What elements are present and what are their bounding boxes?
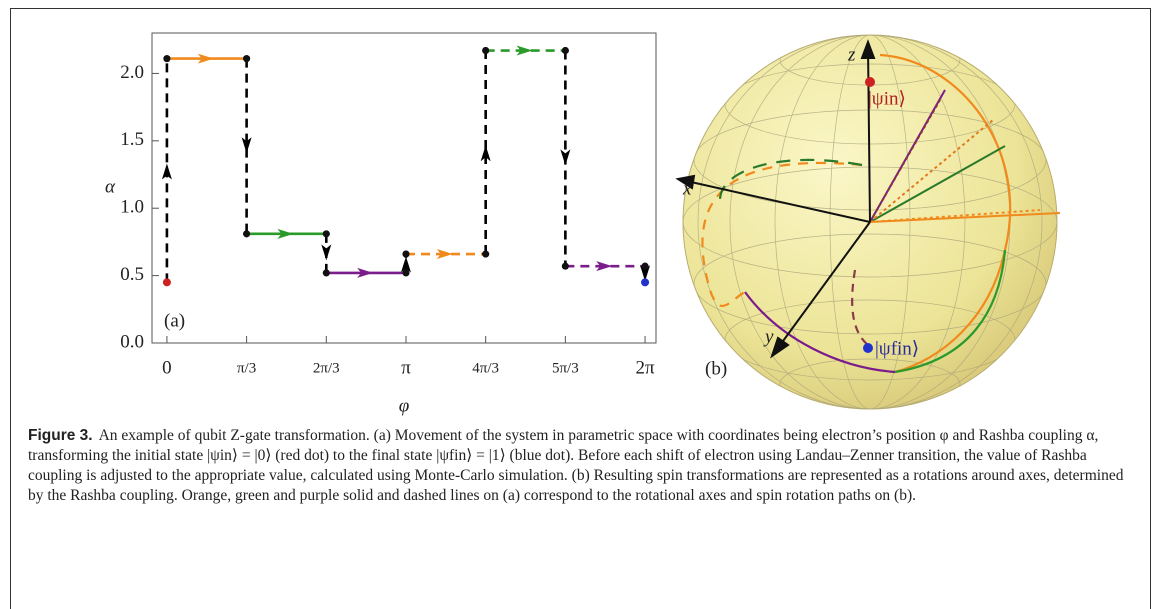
vertex-dot bbox=[482, 47, 489, 54]
x-tick-label: 2π/3 bbox=[313, 360, 340, 376]
vertex-dot bbox=[323, 269, 330, 276]
x-label: x bbox=[682, 178, 692, 199]
y-tick-label: 0.0 bbox=[120, 331, 144, 352]
arrowhead bbox=[560, 149, 570, 165]
vertex-dot bbox=[402, 269, 409, 276]
vertex-dot bbox=[323, 230, 330, 237]
caption-text: An example of qubit Z-gate transformatio… bbox=[28, 427, 1123, 504]
x-axis-label: φ bbox=[399, 395, 410, 416]
x-tick-label: 4π/3 bbox=[472, 360, 499, 376]
vertex-dot bbox=[402, 251, 409, 258]
panel-label: (b) bbox=[705, 358, 727, 379]
x-tick-label: 0 bbox=[162, 357, 172, 378]
y-tick-label: 1.5 bbox=[120, 129, 144, 150]
vertex-dot bbox=[562, 263, 569, 270]
page: z x y |ψin⟩ |ψfin⟩ (b) 0.0 0.5 1.0 1.5 2.0 0 π… bbox=[0, 0, 1165, 593]
y-tick-label: 1.0 bbox=[120, 197, 144, 218]
y-tick-label: 2.0 bbox=[120, 62, 144, 83]
state-fin-dot bbox=[863, 343, 873, 353]
plot-frame bbox=[152, 33, 656, 343]
x-tick-label: π/3 bbox=[237, 360, 256, 376]
vertex-dot bbox=[163, 55, 170, 62]
x-tick-label: π bbox=[401, 357, 411, 378]
y-label: y bbox=[763, 326, 774, 347]
caption: Figure 3.An example of qubit Z-gate tran… bbox=[28, 426, 1138, 506]
vertex-dot bbox=[243, 55, 250, 62]
figure: z x y |ψin⟩ |ψfin⟩ (b) 0.0 0.5 1.0 1.5 2.0 0 π… bbox=[0, 0, 1165, 420]
x-tick-label: 2π bbox=[636, 357, 656, 378]
state-fin-label: |ψfin⟩ bbox=[875, 338, 919, 359]
y-tick-label: 0.5 bbox=[120, 264, 144, 285]
x-tick-label: 5π/3 bbox=[552, 360, 579, 376]
vertex-dot bbox=[482, 251, 489, 258]
end-dot bbox=[641, 278, 649, 286]
vertex-dot bbox=[243, 230, 250, 237]
start-dot bbox=[163, 278, 171, 286]
state-in-dot bbox=[865, 77, 875, 87]
bloch-sphere: z x y |ψin⟩ |ψfin⟩ (b) bbox=[678, 35, 1060, 409]
chart-a: 0.0 0.5 1.0 1.5 2.0 0 π/3 2π/3 π 4π/3 5π/3 2π φ α (a) bbox=[105, 33, 656, 416]
vertex-dot bbox=[562, 47, 569, 54]
caption-label: Figure 3. bbox=[28, 427, 93, 444]
state-in-label: |ψin⟩ bbox=[868, 88, 906, 109]
vertex-dot bbox=[642, 263, 649, 270]
z-label: z bbox=[847, 44, 856, 65]
arrowhead bbox=[321, 244, 331, 260]
y-axis-label: α bbox=[105, 176, 116, 197]
annotation: (a) bbox=[164, 310, 185, 331]
